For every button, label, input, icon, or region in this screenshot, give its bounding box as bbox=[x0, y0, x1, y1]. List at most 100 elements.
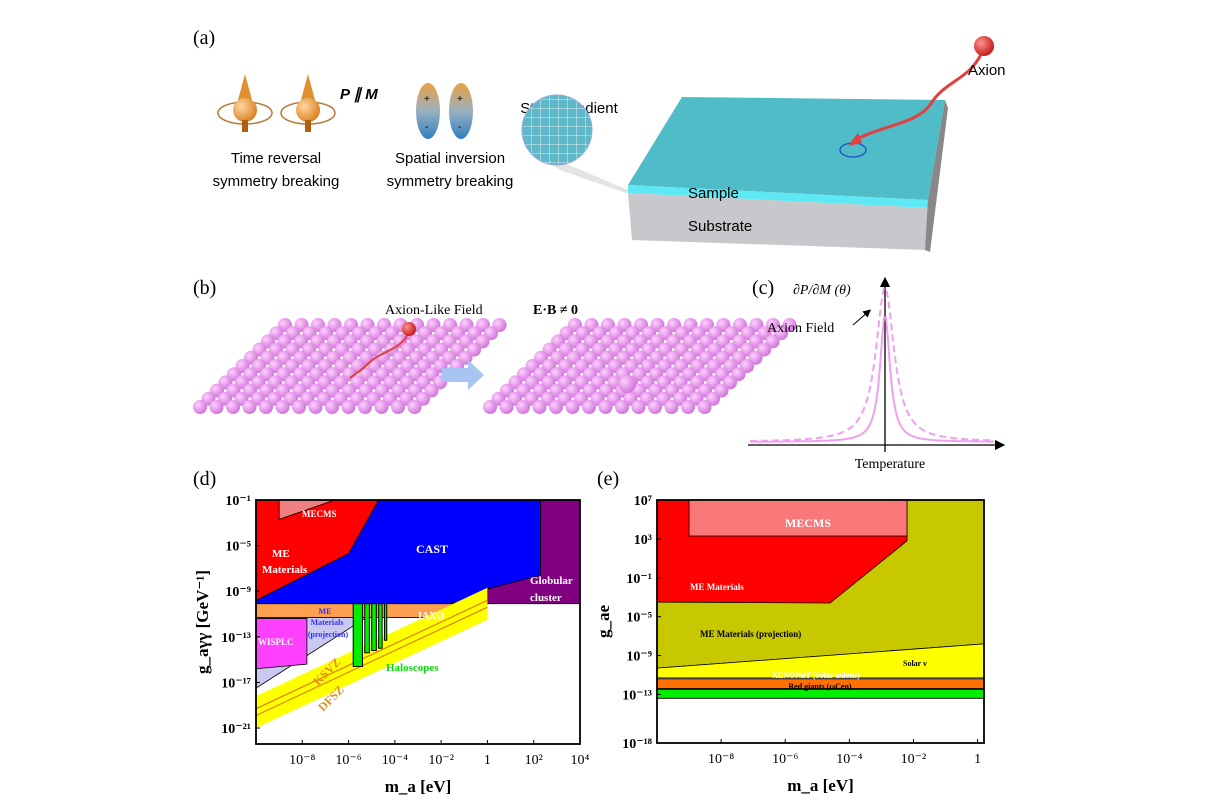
sample-slab: Sample Substrate bbox=[522, 97, 948, 252]
qcd-model-line bbox=[256, 606, 488, 717]
eb-equation: E·B ≠ 0 bbox=[533, 303, 578, 318]
panel-d: (d) 10⁻⁸ 10⁻⁶ 10⁻⁴ 10⁻² 1 10² 10⁴10⁻¹10⁻⁵10⁻⁹1… bbox=[193, 468, 590, 796]
panel-b-label: (b) bbox=[193, 277, 216, 299]
region-label: MECMS bbox=[785, 516, 831, 530]
y-axis-label: g_ae bbox=[594, 605, 613, 639]
atom bbox=[259, 400, 273, 414]
atom bbox=[582, 400, 596, 414]
region-mecms bbox=[688, 500, 908, 537]
x-axis-label: m_a [eV] bbox=[385, 777, 452, 796]
haloscope-exclusion-bar bbox=[378, 603, 383, 649]
region-label: WISPLC bbox=[258, 637, 294, 647]
y-tick-label: 10⁻¹³ bbox=[622, 688, 652, 703]
x-tick-label: 1 bbox=[974, 752, 981, 767]
svg-text:+: + bbox=[457, 94, 463, 105]
x-tick-label: 10⁻² bbox=[901, 752, 927, 767]
spinning-top-icon bbox=[217, 74, 273, 132]
atom bbox=[565, 400, 580, 414]
region-xenonnt-solar-axions- bbox=[657, 678, 984, 689]
panel-c: (c) ∂P/∂M (θ) Axion Field Temperature bbox=[748, 276, 1006, 472]
region-label: Haloscopes bbox=[386, 662, 439, 674]
haloscope-exclusion-bar bbox=[352, 603, 363, 667]
peak-curve-dashed bbox=[749, 287, 994, 442]
region-label: Globular bbox=[530, 575, 573, 587]
x-tick-label: 10⁻⁶ bbox=[772, 752, 798, 767]
atom bbox=[681, 400, 695, 414]
axion-particle-icon bbox=[402, 322, 416, 336]
panel-a: (a) P ∥ M + - + - Time reversal symmetry… bbox=[193, 27, 1006, 252]
time-reversal-label-2: symmetry breaking bbox=[213, 173, 340, 190]
y-tick-label: 10⁻⁹ bbox=[626, 650, 652, 665]
dipole-ellipse-icon: + - bbox=[449, 83, 473, 139]
y-tick-label: 10⁻¹⁷ bbox=[221, 676, 251, 691]
x-tick-label: 10⁻⁶ bbox=[335, 753, 361, 768]
y-tick-label: 10⁻¹ bbox=[225, 494, 251, 509]
atom bbox=[499, 400, 514, 414]
atom bbox=[407, 400, 422, 414]
qcd-model-line bbox=[256, 599, 488, 710]
spatial-inversion-label: Spatial inversion bbox=[395, 150, 505, 167]
region-label: MECMS bbox=[302, 509, 337, 519]
y-tick-label: 10⁻²¹ bbox=[221, 722, 251, 737]
atom bbox=[483, 400, 497, 414]
x-tick-label: 10⁻⁴ bbox=[836, 752, 862, 767]
atom bbox=[341, 400, 356, 414]
region-label: Solar ν bbox=[903, 659, 927, 668]
y-tick-label: 10⁻¹³ bbox=[221, 631, 251, 646]
region-label: cluster bbox=[530, 592, 562, 604]
svg-text:+: + bbox=[424, 94, 430, 105]
p-parallel-m-label: P ∥ M bbox=[340, 86, 378, 103]
plot-frame bbox=[656, 499, 985, 744]
sample-label: Sample bbox=[688, 185, 739, 202]
atom bbox=[532, 400, 547, 414]
y-tick-label: 10⁻¹⁸ bbox=[622, 737, 652, 752]
x-tick-label: 10⁻² bbox=[428, 753, 454, 768]
arrow-right-icon bbox=[442, 360, 484, 390]
axion-trajectory bbox=[349, 333, 409, 379]
strain-gradient-magnifier bbox=[521, 94, 593, 166]
dipole-ellipse-icon: + - bbox=[416, 83, 440, 139]
region-mecms bbox=[278, 500, 335, 520]
atom bbox=[664, 400, 679, 414]
y-tick-label: 10⁷ bbox=[634, 494, 652, 509]
panel-d-label: (d) bbox=[193, 468, 216, 490]
panel-c-ylabel: ∂P/∂M (θ) bbox=[793, 283, 851, 298]
region-label: XENONnT (Solar axions) bbox=[772, 671, 860, 680]
atom bbox=[275, 400, 290, 414]
haloscope-exclusion-bar bbox=[364, 603, 370, 654]
y-tick-label: 10⁻⁵ bbox=[225, 540, 251, 555]
region-label: Materials bbox=[262, 564, 308, 576]
panel-c-label: (c) bbox=[752, 277, 774, 299]
region-label: Red giants (ωCen) bbox=[788, 682, 852, 691]
region-label: Materials bbox=[311, 618, 344, 627]
y-tick-label: 10³ bbox=[634, 533, 652, 548]
region-label: ME bbox=[319, 607, 332, 616]
region-solar- bbox=[657, 643, 984, 679]
region-wisplc bbox=[256, 618, 308, 670]
region-label: IAXO bbox=[418, 611, 444, 622]
atom bbox=[631, 400, 646, 414]
panel-b: (b) Axion-Like Field E·B ≠ 0 bbox=[193, 277, 797, 414]
y-tick-label: 10⁻¹ bbox=[626, 572, 652, 587]
x-axis-label: m_a [eV] bbox=[787, 776, 854, 795]
haloscope-exclusion-bar bbox=[383, 603, 388, 641]
substrate-label: Substrate bbox=[688, 218, 752, 235]
time-reversal-label: Time reversal bbox=[231, 150, 321, 167]
axion-field-annotation: Axion Field bbox=[767, 321, 834, 336]
atom bbox=[516, 400, 530, 414]
panel-e: (e) 10⁻⁸ 10⁻⁶ 10⁻⁴ 10⁻² 110⁷10³10⁻¹10⁻⁵10⁻⁹1… bbox=[594, 468, 985, 795]
svg-text:-: - bbox=[458, 122, 461, 133]
region-label: ME Materials (projection) bbox=[700, 629, 801, 639]
region-label: CAST bbox=[416, 542, 448, 556]
y-axis-label: g_aγγ [GeV⁻¹] bbox=[193, 570, 212, 674]
axion-like-field-label: Axion-Like Field bbox=[385, 303, 483, 318]
chart-d: 10⁻⁸ 10⁻⁶ 10⁻⁴ 10⁻² 1 10² 10⁴ 10⁻¹ 10⁻⁵ 10⁻⁹ 10⁻¹³… bbox=[193, 494, 590, 796]
atom bbox=[391, 400, 405, 414]
axion-label: Axion bbox=[968, 62, 1006, 79]
atom bbox=[549, 400, 563, 414]
spatial-inversion-label-2: symmetry breaking bbox=[387, 173, 514, 190]
qcd-axion-band bbox=[256, 587, 488, 729]
atom-lattice-before bbox=[193, 318, 507, 414]
atom bbox=[292, 400, 306, 414]
svg-text:-: - bbox=[425, 122, 428, 133]
